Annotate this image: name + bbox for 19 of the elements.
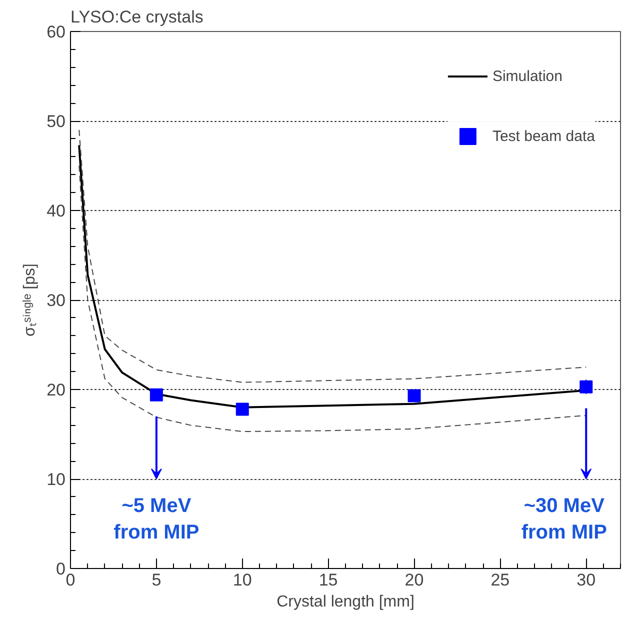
y-axis-title: σₜˢⁱⁿᵍˡᵉ [ps] xyxy=(22,264,39,336)
y-tick-label: 30 xyxy=(46,291,66,310)
x-tick-label: 5 xyxy=(152,570,162,590)
x-tick-label: 25 xyxy=(490,570,510,590)
legend-label: Simulation xyxy=(492,68,562,84)
chart-title: LYSO:Ce crystals xyxy=(70,8,204,26)
x-tick-label: 20 xyxy=(404,570,424,590)
x-tick-label: 30 xyxy=(576,570,596,590)
legend-label: Test beam data xyxy=(492,128,595,144)
y-tick-label: 40 xyxy=(46,202,66,220)
x-tick-label: 10 xyxy=(232,570,252,590)
y-tick-label: 50 xyxy=(46,112,66,131)
y-tick-label: 10 xyxy=(46,470,66,489)
y-tick-label: 60 xyxy=(46,22,66,42)
x-axis-title: Crystal length [mm] xyxy=(276,594,414,610)
x-tick-label: 15 xyxy=(318,570,338,590)
annotation: ~5 MeV from MIP xyxy=(114,494,200,544)
annotation: ~30 MeV from MIP xyxy=(521,494,607,544)
y-tick-label: 20 xyxy=(46,380,66,400)
